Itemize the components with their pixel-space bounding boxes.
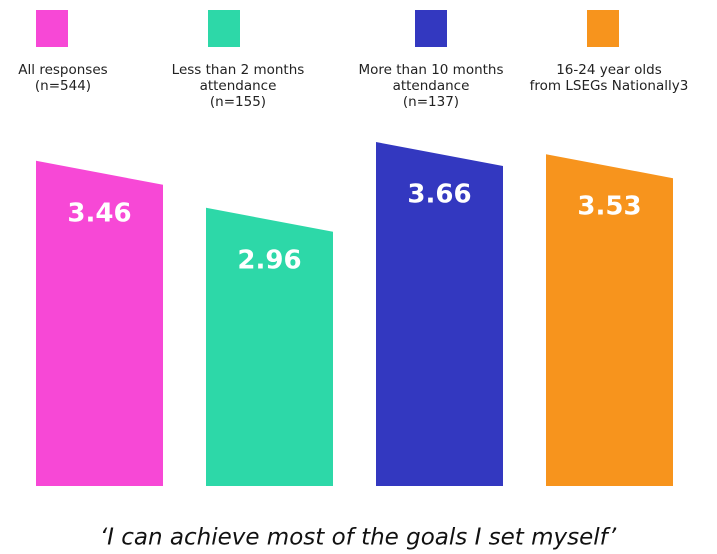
bar: [206, 207, 333, 486]
value-label: 3.46: [67, 198, 131, 228]
legend-swatch: [415, 10, 447, 47]
legend-label: attendance: [200, 78, 277, 94]
legend-swatch: [208, 10, 240, 47]
bar: [376, 142, 503, 486]
legend-label: More than 10 months: [358, 62, 503, 78]
legend-swatch: [587, 10, 619, 47]
value-label: 3.53: [577, 192, 641, 222]
bar: [546, 154, 673, 487]
legend-swatch: [36, 10, 68, 47]
legend-label: attendance: [393, 78, 470, 94]
value-label: 2.96: [237, 245, 301, 275]
legend-label: from LSEGs Nationally3: [530, 78, 689, 94]
legend-label: (n=544): [35, 78, 91, 94]
legend-label: (n=137): [403, 94, 459, 110]
value-label: 3.66: [407, 180, 471, 210]
bar: [36, 160, 163, 486]
legend-label: 16-24 year olds: [556, 62, 662, 78]
legend-label: All responses: [18, 62, 107, 78]
legend-label: Less than 2 months: [172, 62, 305, 78]
chart-title: ‘I can achieve most of the goals I set m…: [100, 525, 617, 551]
legend-label: (n=155): [210, 94, 266, 110]
